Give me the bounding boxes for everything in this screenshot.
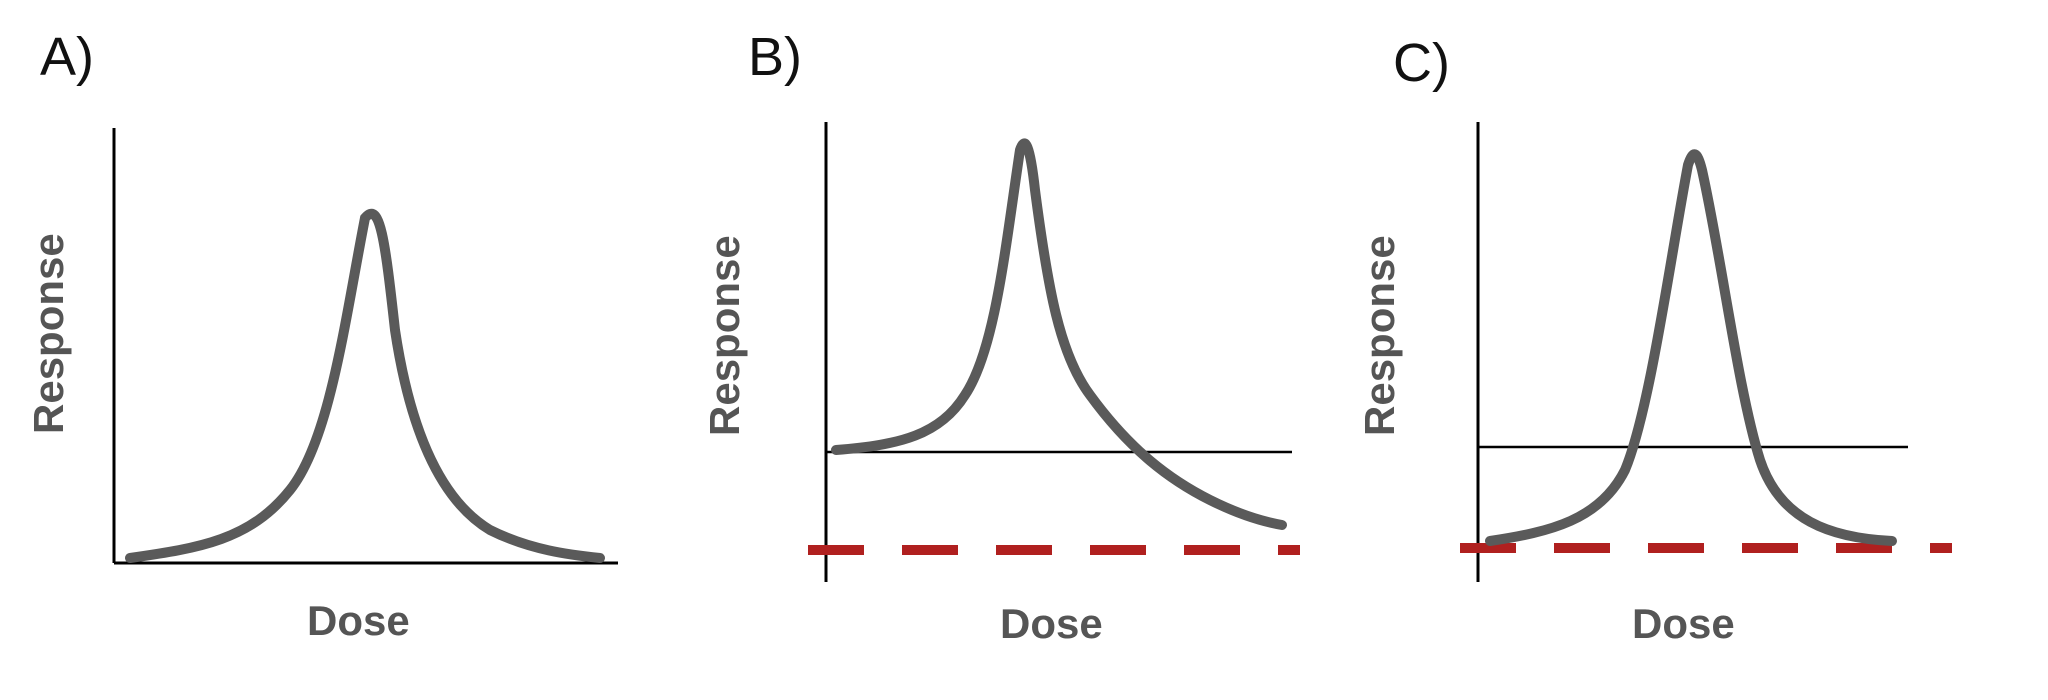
panel-a-curve xyxy=(125,208,605,563)
panel-b xyxy=(808,122,1300,582)
panel-b-letter: B) xyxy=(748,27,802,87)
panel-c-curve xyxy=(1485,149,1897,546)
panel-b-curve xyxy=(831,138,1287,530)
panel-a-y-axis-label: Response xyxy=(25,233,72,434)
panel-c-letter: C) xyxy=(1393,33,1450,93)
panel-b-y-axis-label: Response xyxy=(701,235,748,436)
panel-a-x-axis-label: Dose xyxy=(307,597,410,644)
panel-b-x-axis-label: Dose xyxy=(1000,600,1103,647)
panel-c-y-axis-label: Response xyxy=(1356,235,1403,436)
panel-c xyxy=(1460,122,1952,582)
panel-a-letter: A) xyxy=(40,27,94,87)
panel-c-x-axis-label: Dose xyxy=(1632,600,1735,647)
panel-a xyxy=(112,128,618,565)
